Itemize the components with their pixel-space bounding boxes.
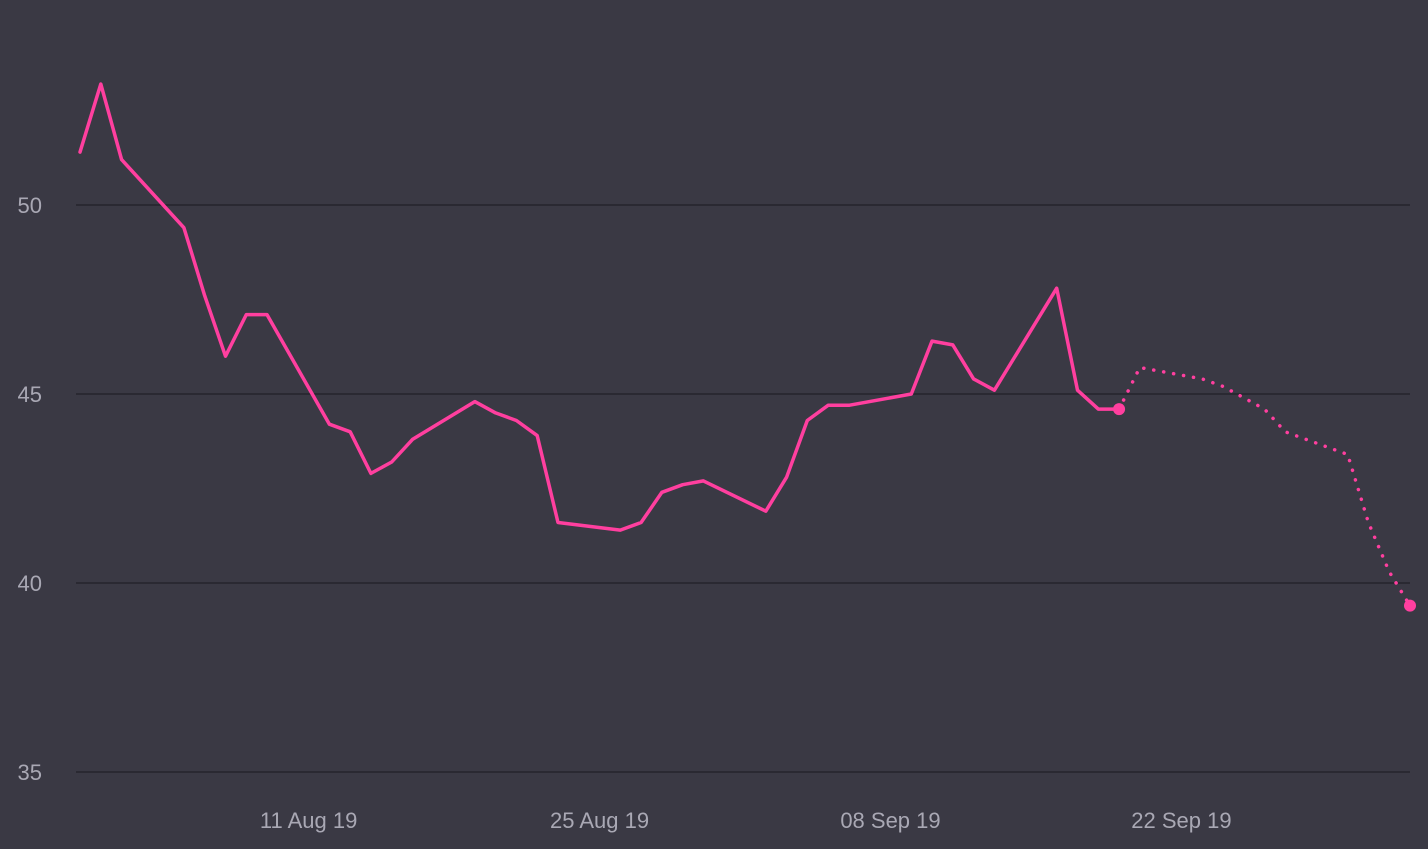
actual-line [78, 82, 1121, 532]
end-point-marker [1113, 403, 1126, 416]
x-tick-label: 22 Sep 19 [1131, 808, 1231, 833]
y-tick-label: 45 [18, 382, 42, 407]
forecast-line [1117, 365, 1412, 608]
y-axis-ticks: 35 40 45 50 [18, 193, 42, 785]
end-markers [1113, 403, 1416, 612]
y-tick-label: 50 [18, 193, 42, 218]
y-tick-label: 35 [18, 760, 42, 785]
end-point-marker [1404, 599, 1416, 612]
series-lines [78, 82, 1412, 608]
x-axis-ticks: 11 Aug 19 25 Aug 19 08 Sep 19 22 Sep 19 [260, 808, 1232, 833]
x-tick-label: 08 Sep 19 [840, 808, 940, 833]
y-tick-label: 40 [18, 571, 42, 596]
grid-lines [76, 204, 1410, 773]
x-tick-label: 11 Aug 19 [260, 808, 357, 833]
x-tick-label: 25 Aug 19 [550, 808, 649, 833]
